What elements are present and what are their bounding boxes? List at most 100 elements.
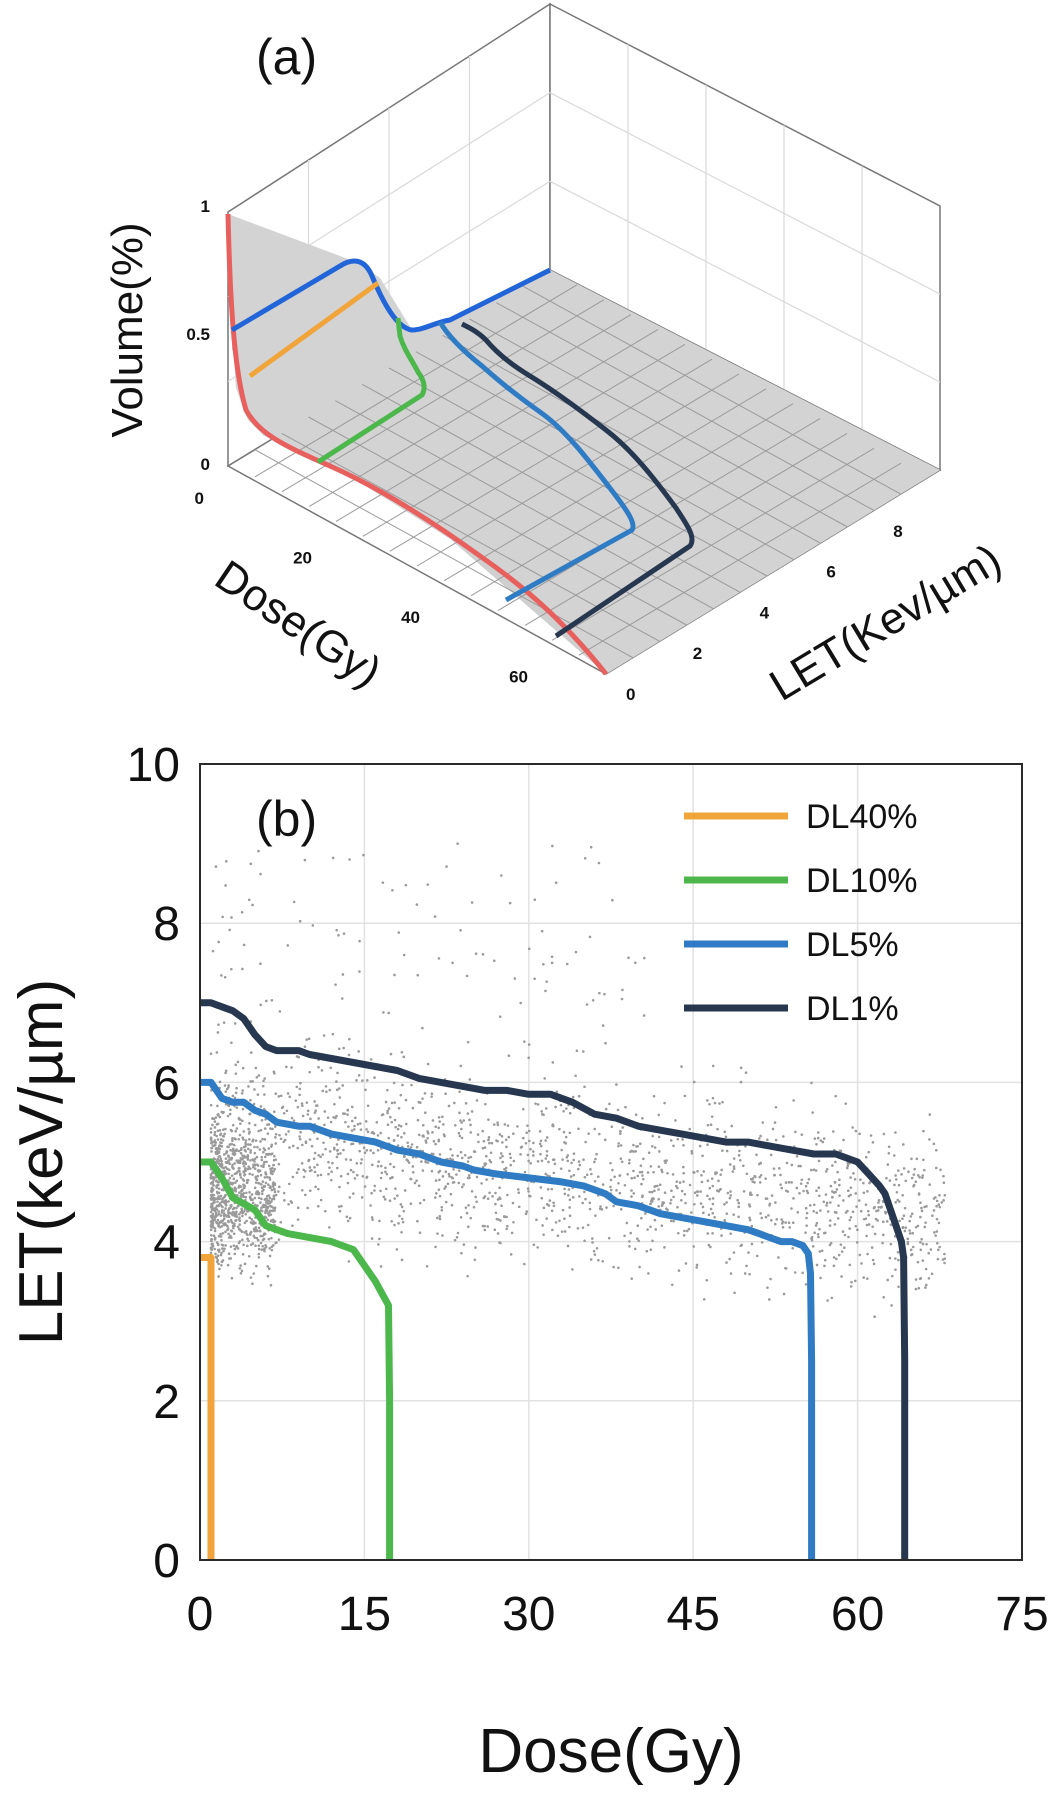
scatter-point	[925, 1205, 928, 1208]
scatter-point	[844, 1102, 848, 1105]
scatter-point	[233, 1137, 237, 1140]
scatter-point	[851, 1126, 854, 1129]
scatter-point	[793, 1271, 797, 1274]
scatter-point	[847, 1235, 850, 1239]
scatter-point	[301, 1104, 304, 1108]
scatter-point	[319, 1155, 322, 1159]
scatter-point	[305, 1101, 309, 1104]
scatter-point	[934, 1196, 937, 1199]
scatter-point	[693, 1202, 696, 1206]
scatter-point	[222, 1188, 225, 1192]
scatter-point	[702, 1298, 706, 1301]
scatter-point	[901, 1225, 905, 1229]
scatter-point	[211, 1181, 215, 1185]
scatter-point	[819, 1209, 822, 1212]
scatter-point	[745, 1264, 748, 1268]
scatter-point	[782, 1135, 785, 1138]
scatter-point	[787, 1221, 791, 1224]
scatter-point	[505, 1145, 508, 1149]
scatter-point	[224, 1244, 227, 1247]
scatter-point	[781, 1220, 785, 1224]
scatter-point	[232, 1244, 236, 1247]
scatter-point	[331, 1032, 335, 1036]
scatter-point	[578, 1163, 582, 1167]
scatter-point	[489, 1160, 493, 1164]
scatter-point	[359, 1128, 363, 1131]
scatter-point	[777, 1167, 781, 1170]
scatter-point	[284, 1133, 288, 1136]
scatter-point	[227, 1252, 231, 1255]
scatter-point	[432, 1139, 436, 1143]
scatter-point	[636, 1174, 640, 1178]
scatter-point	[452, 1101, 456, 1105]
scatter-point	[444, 1170, 448, 1174]
scatter-point	[501, 1154, 504, 1158]
scatter-point	[597, 1258, 600, 1262]
scatter-point	[539, 1186, 543, 1189]
scatter-point	[210, 1141, 213, 1145]
scatter-point	[604, 1107, 608, 1111]
scatter-point	[302, 1168, 305, 1172]
scatter-point	[223, 1132, 226, 1136]
scatter-point	[619, 1144, 623, 1147]
scatter-point	[420, 1160, 423, 1163]
scatter-point	[245, 1191, 248, 1195]
scatter-point	[248, 1167, 252, 1170]
x-axis-label: Dose(Gy)	[478, 1717, 743, 1786]
scatter-point	[234, 1219, 237, 1223]
scatter-point	[365, 1128, 368, 1131]
scatter-point	[467, 1203, 470, 1207]
scatter-point	[669, 1219, 673, 1223]
scatter-point	[393, 1118, 397, 1122]
mesh-line	[388, 367, 768, 577]
scatter-point	[268, 1254, 272, 1258]
scatter-point	[838, 1194, 841, 1197]
plot-frame	[199, 763, 1023, 1561]
scatter-point	[421, 1123, 425, 1127]
scatter-point	[666, 1171, 669, 1175]
scatter-point	[257, 1192, 261, 1196]
scatter-point	[849, 1215, 853, 1219]
scatter-point	[468, 1176, 471, 1180]
scatter-point	[758, 1181, 762, 1184]
scatter-point	[438, 1120, 442, 1123]
scatter-point	[268, 1196, 272, 1200]
scatter-point	[292, 900, 296, 904]
scatter-point	[505, 1224, 509, 1228]
scatter-point	[620, 997, 624, 1001]
scatter-point	[525, 1131, 528, 1135]
scatter-point	[593, 1179, 597, 1183]
scatter-point	[219, 1214, 223, 1217]
scatter-point	[359, 1161, 363, 1165]
scatter-point	[766, 1286, 769, 1289]
scatter-point	[737, 1215, 740, 1219]
scatter-point	[322, 1141, 325, 1145]
scatter-point	[568, 1169, 571, 1173]
scatter-point	[400, 1230, 403, 1234]
scatter-point	[807, 1177, 811, 1181]
scatter-point	[256, 1145, 259, 1149]
scatter-point	[400, 1258, 404, 1262]
scatter-point	[465, 1211, 469, 1215]
scatter-point	[748, 1216, 751, 1220]
scatter-point	[228, 1176, 232, 1180]
scatter-point	[563, 1187, 566, 1191]
scatter-point	[904, 1179, 908, 1183]
scatter-point	[743, 1272, 747, 1275]
scatter-point	[689, 1211, 693, 1214]
scatter-point	[213, 1157, 217, 1161]
scatter-point	[218, 1115, 222, 1119]
scatter-point	[526, 1187, 530, 1190]
scatter-point	[254, 1181, 258, 1184]
scatter-point	[650, 1190, 654, 1194]
scatter-point	[443, 1187, 446, 1190]
scatter-point	[226, 1225, 229, 1228]
scatter-point	[346, 1108, 350, 1112]
scatter-point	[248, 1172, 252, 1176]
scatter-point	[444, 1092, 447, 1096]
scatter-point	[441, 1123, 445, 1126]
scatter-point	[260, 1197, 263, 1201]
scatter-point	[753, 1175, 757, 1179]
scatter-point	[922, 1158, 925, 1162]
